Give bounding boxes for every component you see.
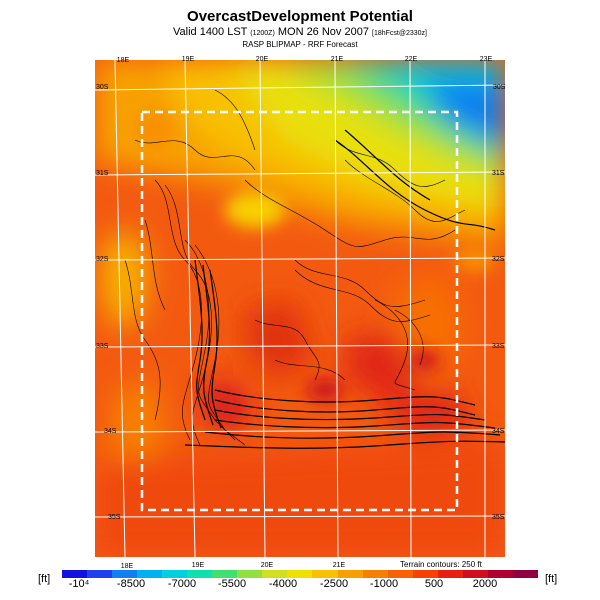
legend-tick: -8500: [116, 578, 146, 590]
legend-swatch: [212, 570, 238, 578]
lat-label-right: 33S: [492, 343, 505, 350]
valid-prefix: Valid 1400 LST: [173, 26, 248, 38]
legend-swatch: [362, 570, 388, 578]
lon-label-bottom: 20E: [260, 562, 274, 569]
valid-time: Valid 1400 LST (1200Z) MON 26 Nov 2007 […: [0, 26, 600, 38]
lon-label-top: 22E: [404, 56, 418, 63]
color-detail: [135, 110, 495, 400]
legend-swatch: [62, 570, 88, 578]
lat-lon-grid: [95, 60, 505, 557]
valid-date: MON 26 Nov 2007: [277, 26, 369, 38]
lat-label-left: 35S: [108, 514, 121, 521]
color-legend-bar: [62, 570, 538, 578]
lat-label-right: 35S: [492, 514, 505, 521]
map-subtitle: RASP BLIPMAP - RRF Forecast: [242, 40, 358, 49]
forecast-map[interactable]: [95, 60, 505, 557]
legend-tick: -4000: [268, 578, 298, 590]
terrain-contour-note: Terrain contours: 250 ft: [400, 560, 482, 569]
lon-label-top: 20E: [255, 56, 269, 63]
unit-right: [ft]: [545, 573, 558, 585]
map-title: OvercastDevelopment Potential: [187, 8, 413, 25]
lat-label-left: 33S: [96, 343, 109, 350]
lat-label-left: 32S: [96, 256, 109, 263]
legend-tick: -1000: [369, 578, 399, 590]
lon-label-top: 18E: [116, 57, 130, 64]
lon-label-top: 19E: [181, 56, 195, 63]
legend-swatch: [237, 570, 263, 578]
legend-tick: 2000: [472, 578, 498, 590]
lon-label-bottom: 21E: [332, 562, 346, 569]
lat-label-right: 34S: [492, 428, 505, 435]
legend-swatch: [312, 570, 338, 578]
legend-swatch: [162, 570, 188, 578]
legend-tick: -10⁴: [68, 578, 90, 590]
legend-tick: -5500: [217, 578, 247, 590]
terrain-contours: [124, 89, 505, 449]
legend-swatch: [187, 570, 213, 578]
lon-label-top: 21E: [330, 56, 344, 63]
legend-swatch: [87, 570, 113, 578]
legend-swatch: [437, 570, 463, 578]
lat-label-right: 30S: [493, 84, 506, 91]
legend-swatch: [462, 570, 488, 578]
legend-swatch: [262, 570, 288, 578]
lon-label-top: 23E: [479, 56, 493, 63]
legend-swatch: [512, 570, 538, 578]
legend-swatch: [387, 570, 413, 578]
legend-swatch: [337, 570, 363, 578]
lat-label-right: 32S: [492, 256, 505, 263]
legend-tick: -7000: [167, 578, 197, 590]
domain-box: [140, 110, 459, 512]
forecast-run: [18hFcst@2330z]: [372, 30, 427, 37]
legend-tick: 500: [424, 578, 444, 590]
legend-swatch: [137, 570, 163, 578]
legend-swatch: [487, 570, 513, 578]
valid-utc: (1200Z): [250, 30, 275, 37]
lat-label-left: 31S: [96, 170, 109, 177]
lat-label-right: 31S: [492, 170, 505, 177]
legend-swatch: [412, 570, 438, 578]
lon-label-bottom: 18E: [120, 563, 134, 570]
legend-tick: -2500: [319, 578, 349, 590]
lat-label-left: 34S: [104, 428, 117, 435]
legend-swatch: [287, 570, 313, 578]
forecast-field: [95, 60, 505, 557]
lon-label-bottom: 19E: [191, 562, 205, 569]
unit-left: [ft]: [38, 573, 51, 585]
lat-label-left: 30S: [96, 84, 109, 91]
legend-swatch: [112, 570, 138, 578]
